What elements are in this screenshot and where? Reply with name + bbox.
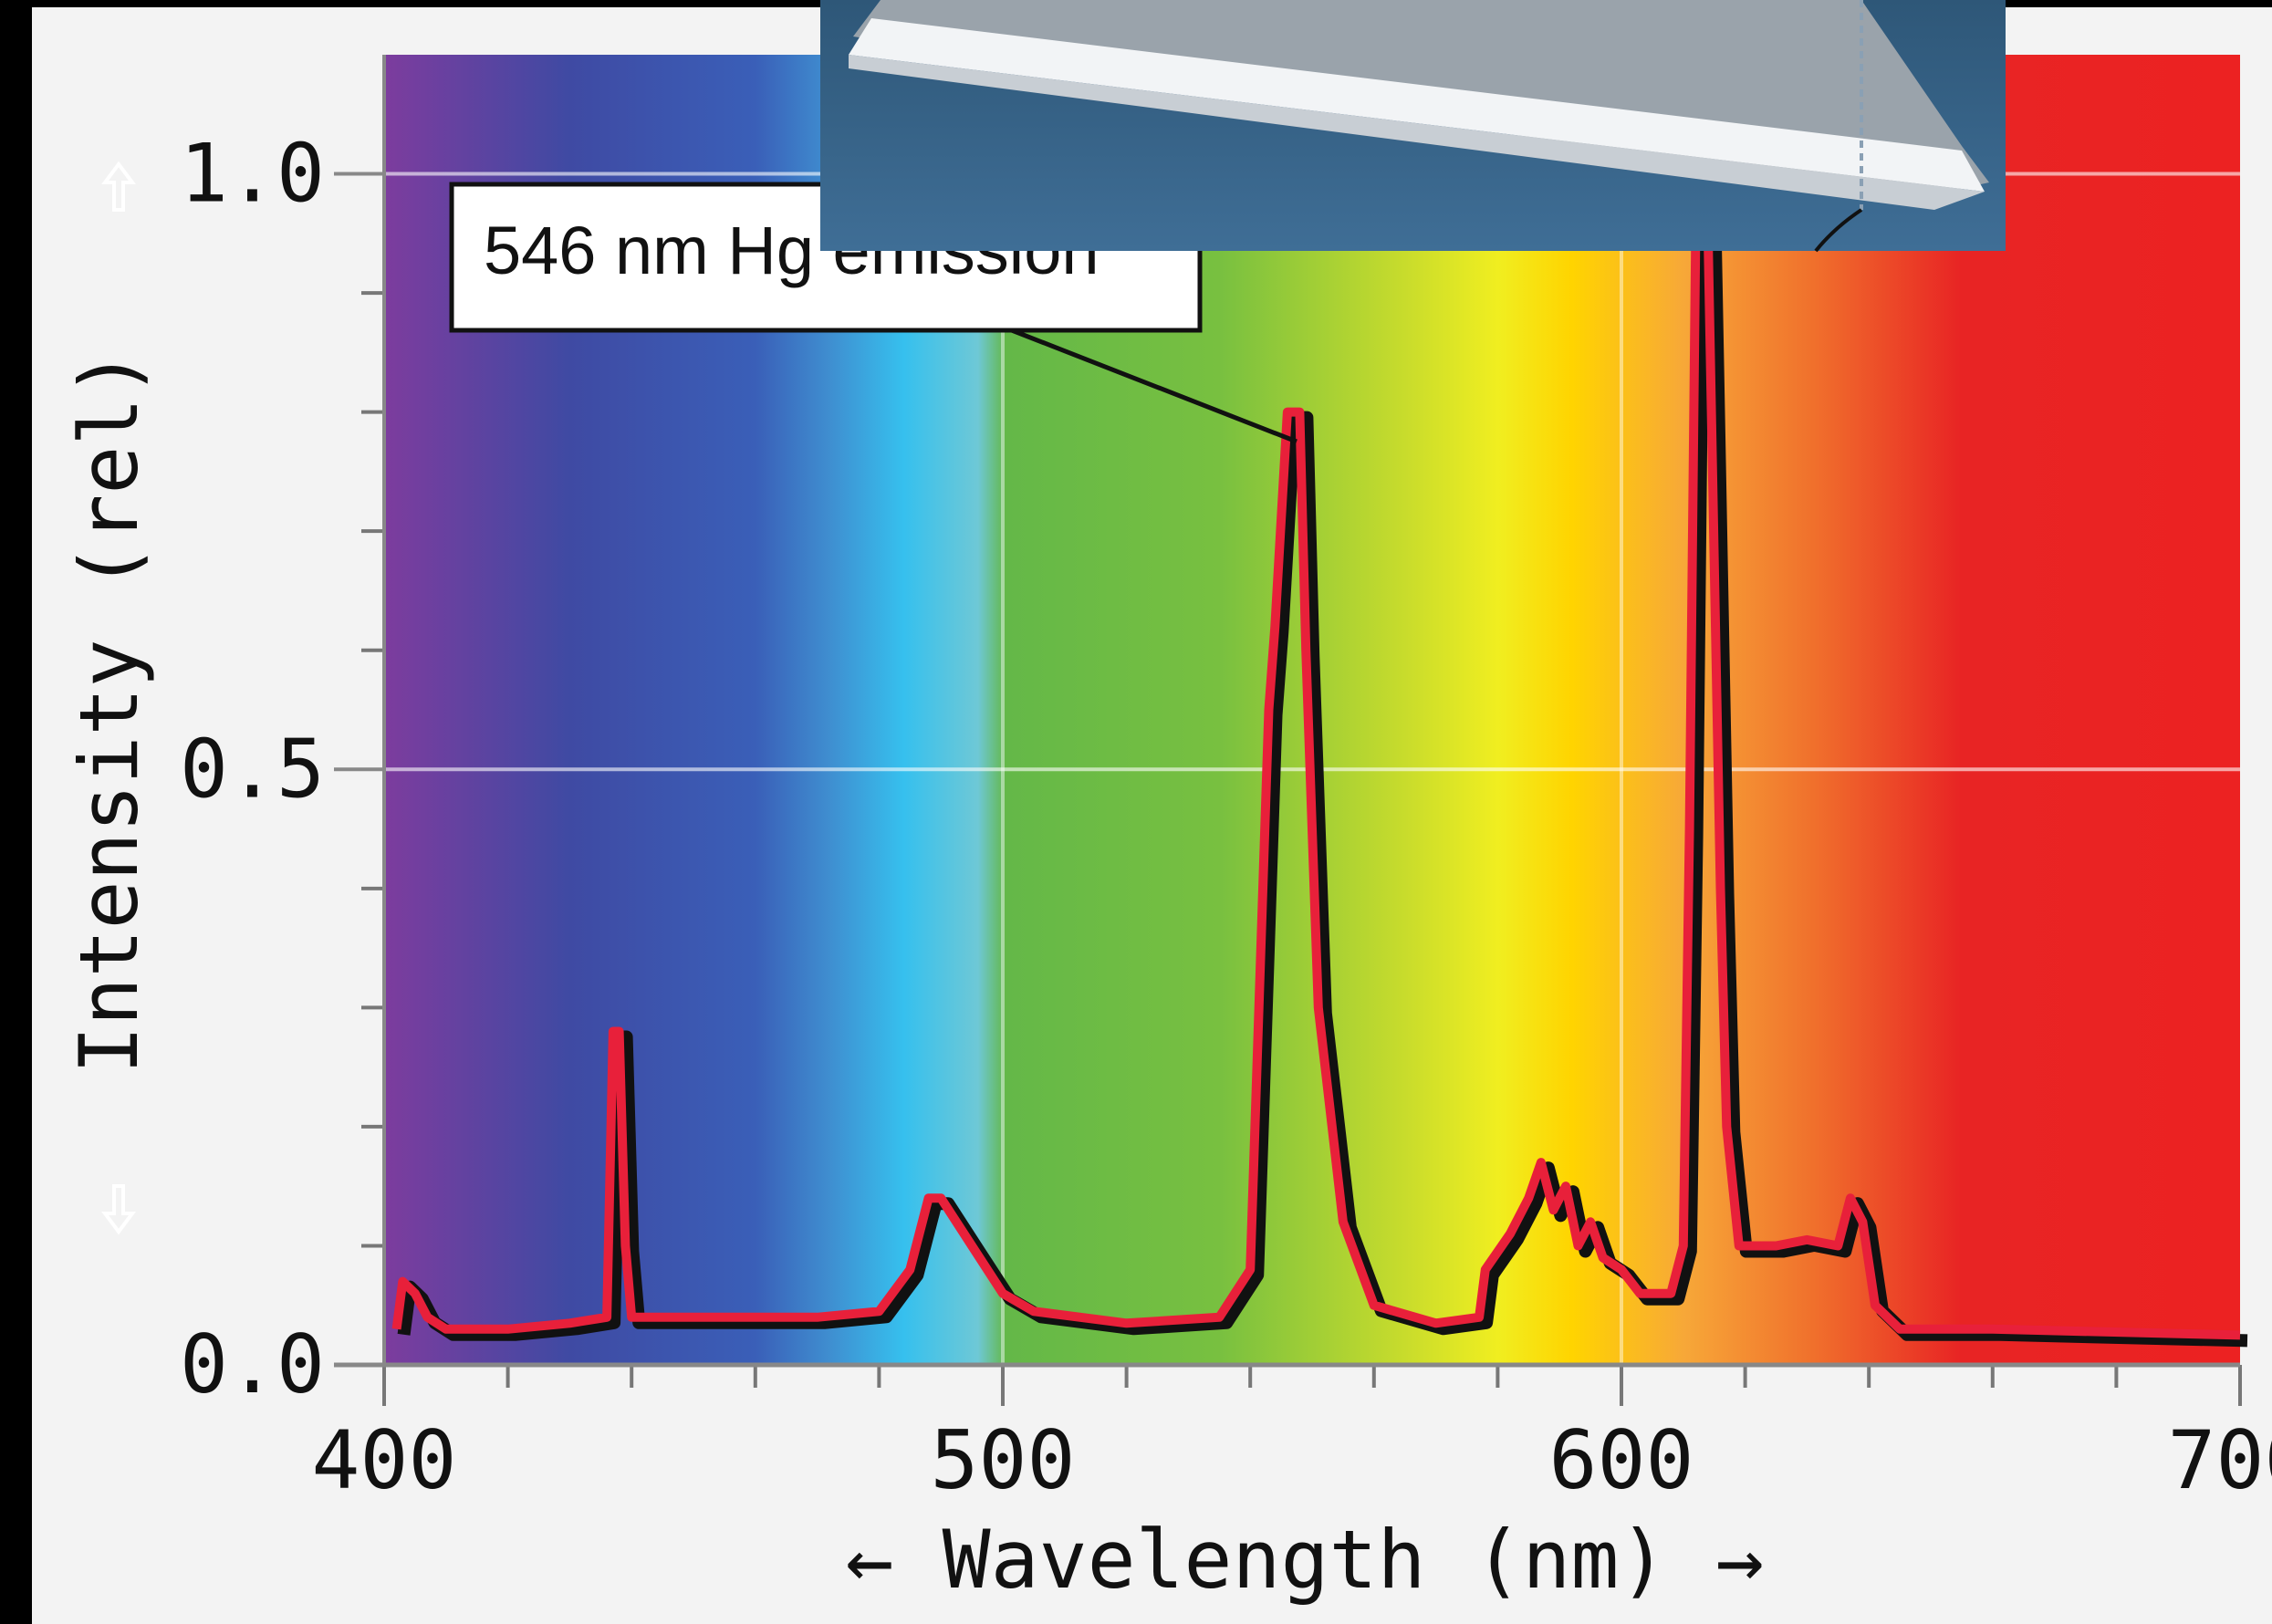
lamp-photo xyxy=(820,0,2006,253)
annotation-leader xyxy=(999,323,1298,444)
x-tick-label: 500 xyxy=(931,1413,1076,1507)
y-tick-label: 1.0 xyxy=(180,127,325,221)
x-tick-label: 600 xyxy=(1549,1413,1694,1507)
axis-arrows xyxy=(101,161,136,1235)
y-axis-label: Intensity (rel) xyxy=(62,349,156,1075)
y-tick-label: 0.5 xyxy=(180,722,325,816)
x-tick-label: 700 xyxy=(2168,1413,2272,1507)
y-tick-label: 0.0 xyxy=(180,1317,325,1411)
x-axis-label: ← Wavelength (nm) → xyxy=(846,1513,1765,1607)
x-tick-label: 400 xyxy=(312,1413,457,1507)
line xyxy=(391,74,2241,1340)
